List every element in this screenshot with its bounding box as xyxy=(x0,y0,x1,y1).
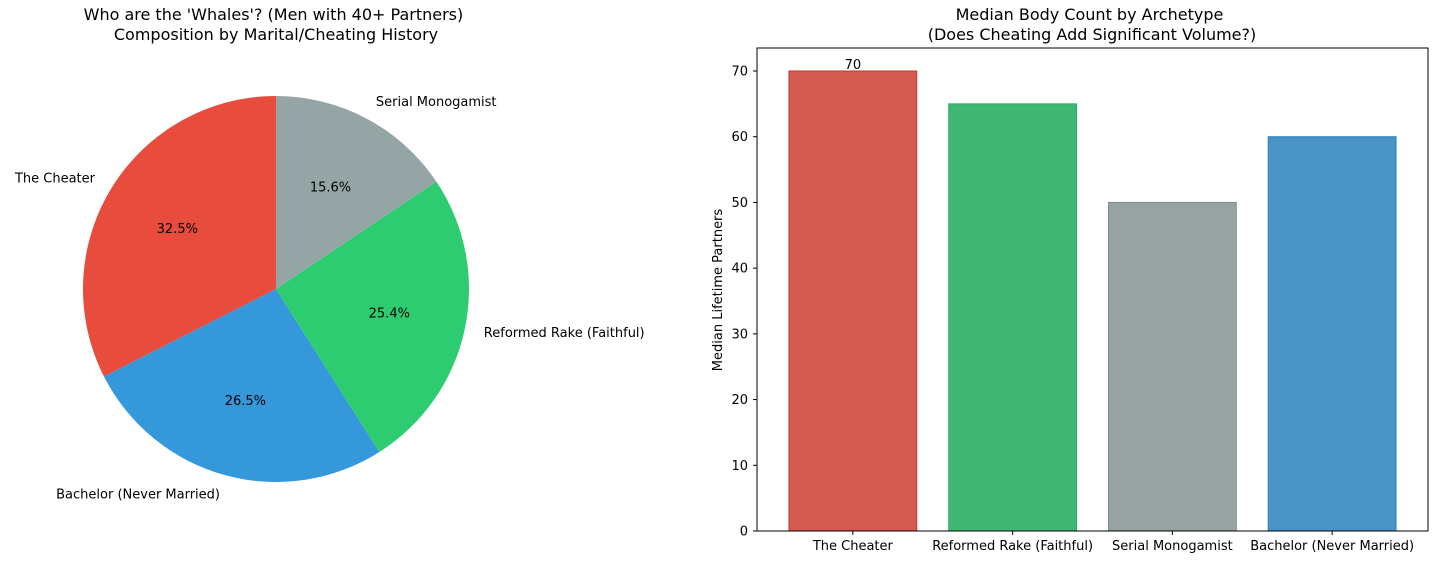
pie-pct-label-bachelor-never-married: 26.5% xyxy=(225,394,266,409)
y-tick-label: 20 xyxy=(731,393,748,408)
pie-pct-label-serial-monogamist: 15.6% xyxy=(310,180,351,195)
pie-label-bachelor-never-married: Bachelor (Never Married) xyxy=(56,487,220,502)
pie-title-line-1: Who are the 'Whales'? (Men with 40+ Part… xyxy=(84,5,464,24)
pie-label-reformed-rake-faithful: Reformed Rake (Faithful) xyxy=(484,326,645,341)
y-tick-label: 60 xyxy=(731,130,748,145)
bar-bachelor-never-married xyxy=(1267,136,1397,532)
bar-serial-monogamist xyxy=(1107,201,1237,532)
bar-bars xyxy=(788,70,1397,532)
pie-chart: Who are the 'Whales'? (Men with 40+ Part… xyxy=(14,5,645,502)
y-tick-label: 0 xyxy=(740,525,748,540)
x-tick-label-serial-monogamist: Serial Monogamist xyxy=(1112,539,1233,554)
pie-slice-bachelor-never-married xyxy=(104,289,380,482)
bar-data-label: 70 xyxy=(845,58,862,73)
bar-axes xyxy=(756,47,1429,532)
bar-plot-frame xyxy=(756,47,1429,532)
x-tick-label-bachelor-never-married: Bachelor (Never Married) xyxy=(1250,539,1414,554)
y-tick-label: 40 xyxy=(731,262,748,277)
pie-slices xyxy=(83,96,470,482)
pie-slice-the-cheater xyxy=(83,96,276,377)
y-tick-label: 30 xyxy=(731,327,748,342)
x-tick-label-the-cheater: The Cheater xyxy=(812,539,894,554)
bar-data-labels: 70 xyxy=(845,58,862,73)
pie-title-line-2: Composition by Marital/Cheating History xyxy=(114,25,438,44)
bar-the-cheater xyxy=(788,70,918,532)
pie-slice-reformed-rake-faithful xyxy=(276,181,470,452)
pie-labels: 32.5% The Cheater 26.5% Bachelor (Never Mar… xyxy=(14,95,645,502)
y-axis-label: Median Lifetime Partners xyxy=(711,209,726,372)
y-tick-label: 10 xyxy=(731,459,748,474)
y-tick-label: 70 xyxy=(731,65,748,80)
bar-title: Median Body Count by Archetype (Does Che… xyxy=(928,5,1257,44)
bar-x-ticks: The Cheater Reformed Rake (Faithful) Seria… xyxy=(812,531,1414,554)
bar-reformed-rake-faithful xyxy=(948,103,1078,532)
bar-title-line-2: (Does Cheating Add Significant Volume?) xyxy=(928,25,1257,44)
bar-chart: Median Body Count by Archetype (Does Che… xyxy=(711,5,1429,554)
pie-label-the-cheater: The Cheater xyxy=(14,172,96,187)
x-tick-label-reformed-rake-faithful: Reformed Rake (Faithful) xyxy=(932,539,1093,554)
pie-slice-serial-monogamist xyxy=(276,96,437,289)
bar-y-ticks: 0 10 20 30 40 50 60 70 xyxy=(731,65,757,540)
pie-title: Who are the 'Whales'? (Men with 40+ Part… xyxy=(84,5,469,44)
pie-label-serial-monogamist: Serial Monogamist xyxy=(376,95,497,110)
y-tick-label: 50 xyxy=(731,196,748,211)
bar-title-line-1: Median Body Count by Archetype xyxy=(956,5,1224,24)
pie-pct-label-reformed-rake-faithful: 25.4% xyxy=(369,306,410,321)
pie-pct-label-the-cheater: 32.5% xyxy=(157,222,198,237)
